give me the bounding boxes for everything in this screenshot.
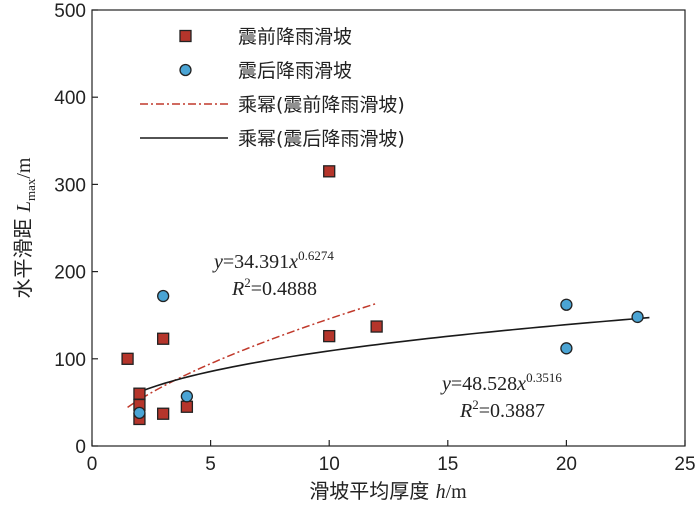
legend-item-3: 乘幂(震前降雨滑坡): [140, 94, 405, 116]
y-tick-label: 300: [54, 175, 86, 196]
data-point-circle: [133, 406, 146, 420]
legend-label: 乘幂(震后降雨滑坡): [238, 128, 405, 150]
x-tick-label: 0: [87, 454, 98, 475]
data-point-square: [133, 387, 146, 400]
x-tick-label: 10: [319, 454, 340, 475]
plot-border: [91, 9, 686, 447]
data-point-circle: [631, 310, 644, 324]
legend-label: 震后降雨滑坡: [238, 60, 352, 82]
r-squared-line: R2=0.4888: [231, 275, 317, 300]
y-axis-title: 水平滑距 Lmax/m: [11, 157, 38, 298]
fit-line-pre-quake: [127, 302, 377, 408]
y-tick-label: 0: [75, 437, 86, 458]
equation-line: y=34.391x0.6274: [212, 248, 334, 273]
x-tick-label: 15: [437, 454, 458, 475]
y-tick-label: 400: [54, 88, 86, 109]
data-point-circle: [560, 298, 573, 311]
r-squared-line: R2=0.3887: [459, 397, 545, 422]
axis-titles: 滑坡平均厚度 h/m 水平滑距 Lmax/m: [11, 157, 467, 503]
legend-marker-circle: [179, 63, 192, 77]
data-point-square: [180, 400, 194, 413]
equation-line: y=48.528x0.3516: [440, 370, 562, 395]
plot-frame: [91, 9, 686, 447]
data-point-square: [323, 165, 336, 178]
legend-item-4: 乘幂(震后降雨滑坡): [140, 128, 405, 150]
x-axis-title: 滑坡平均厚度 h/m: [309, 479, 467, 503]
fit-lines: [127, 302, 650, 408]
legend-label: 震前降雨滑坡: [238, 26, 352, 48]
x-tick-label: 5: [205, 454, 216, 475]
data-point-square: [370, 320, 383, 333]
data-point-circle: [180, 390, 194, 403]
data-point-square: [323, 329, 336, 343]
legend-label: 乘幂(震前降雨滑坡): [238, 94, 405, 116]
data-point-square: [157, 332, 170, 345]
legend-marker-square: [179, 29, 192, 43]
data-point-square: [121, 352, 134, 365]
y-tick-label: 100: [54, 350, 86, 371]
data-markers: [121, 165, 644, 426]
data-point-square: [157, 407, 170, 420]
fit-equations: y=34.391x0.6274R2=0.4888y=48.528x0.3516R…: [212, 248, 562, 422]
y-tick-label: 200: [54, 263, 86, 284]
fit-line-post-quake: [139, 316, 650, 393]
data-point-circle: [560, 342, 573, 355]
y-tick-label: 500: [54, 1, 86, 22]
axis-ticks: 0 5 10 15 20 25 0 100 200 300 400 500: [54, 1, 695, 475]
legend-item-1: 震前降雨滑坡: [179, 26, 352, 48]
legend-item-2: 震后降雨滑坡: [179, 60, 352, 82]
x-tick-label: 25: [674, 454, 695, 475]
x-tick-label: 20: [556, 454, 577, 475]
data-point-circle: [157, 289, 170, 303]
